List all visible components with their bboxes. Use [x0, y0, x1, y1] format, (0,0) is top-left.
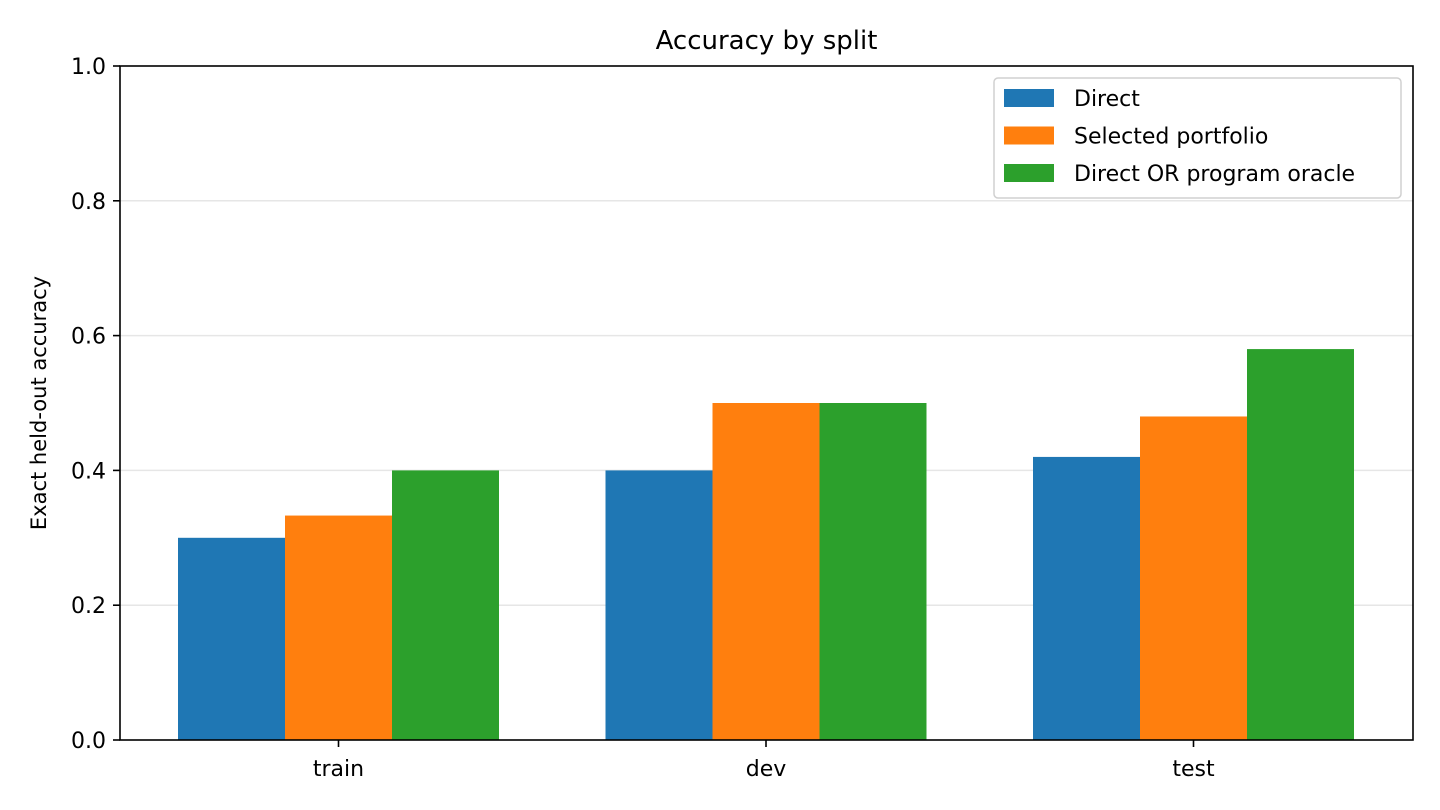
x-tick-label: test — [1172, 757, 1215, 782]
bar-train-selected-portfolio — [285, 515, 392, 740]
y-tick-label: 0.8 — [71, 190, 106, 215]
bar-test-direct — [1033, 456, 1140, 740]
bar-test-direct-or-program-oracle — [1247, 349, 1354, 740]
x-axis-ticks: train dev test — [313, 740, 1215, 782]
y-tick-label: 0.0 — [71, 729, 106, 754]
x-tick-label: train — [313, 757, 364, 782]
bar-test-selected-portfolio — [1140, 416, 1247, 740]
y-tick-label: 0.6 — [71, 325, 106, 350]
bar-dev-direct — [605, 470, 713, 740]
bars — [178, 349, 1354, 740]
legend-label: Direct — [1074, 87, 1140, 112]
legend-swatch — [1004, 126, 1054, 145]
legend-swatch — [1004, 89, 1054, 107]
chart-title: Accuracy by split — [656, 26, 878, 56]
x-tick-label: dev — [746, 757, 787, 782]
legend-label: Direct OR program oracle — [1074, 162, 1355, 187]
y-tick-label: 0.4 — [71, 459, 106, 484]
y-tick-label: 1.0 — [71, 55, 106, 80]
y-tick-label: 0.2 — [71, 594, 106, 619]
y-axis-ticks: 0.0 0.2 0.4 0.6 0.8 1.0 — [71, 55, 120, 754]
legend-box — [993, 77, 1402, 199]
bar-train-direct — [178, 537, 285, 740]
legend-swatch — [1004, 164, 1054, 182]
legend-label: Selected portfolio — [1074, 125, 1268, 150]
legend: Direct Selected portfolio Direct OR progra… — [993, 77, 1402, 199]
bar-dev-selected-portfolio — [712, 403, 820, 740]
bar-train-direct-or-program-oracle — [392, 470, 499, 740]
bar-dev-direct-or-program-oracle — [819, 403, 927, 740]
y-axis-title: Exact held-out accuracy — [27, 276, 51, 530]
